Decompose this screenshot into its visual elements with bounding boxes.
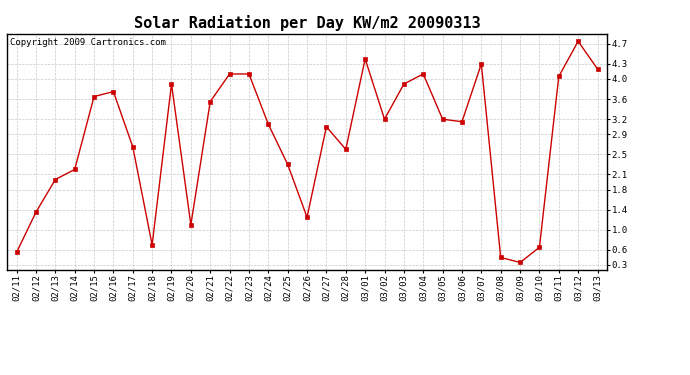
- Text: Copyright 2009 Cartronics.com: Copyright 2009 Cartronics.com: [10, 39, 166, 48]
- Title: Solar Radiation per Day KW/m2 20090313: Solar Radiation per Day KW/m2 20090313: [134, 15, 480, 31]
